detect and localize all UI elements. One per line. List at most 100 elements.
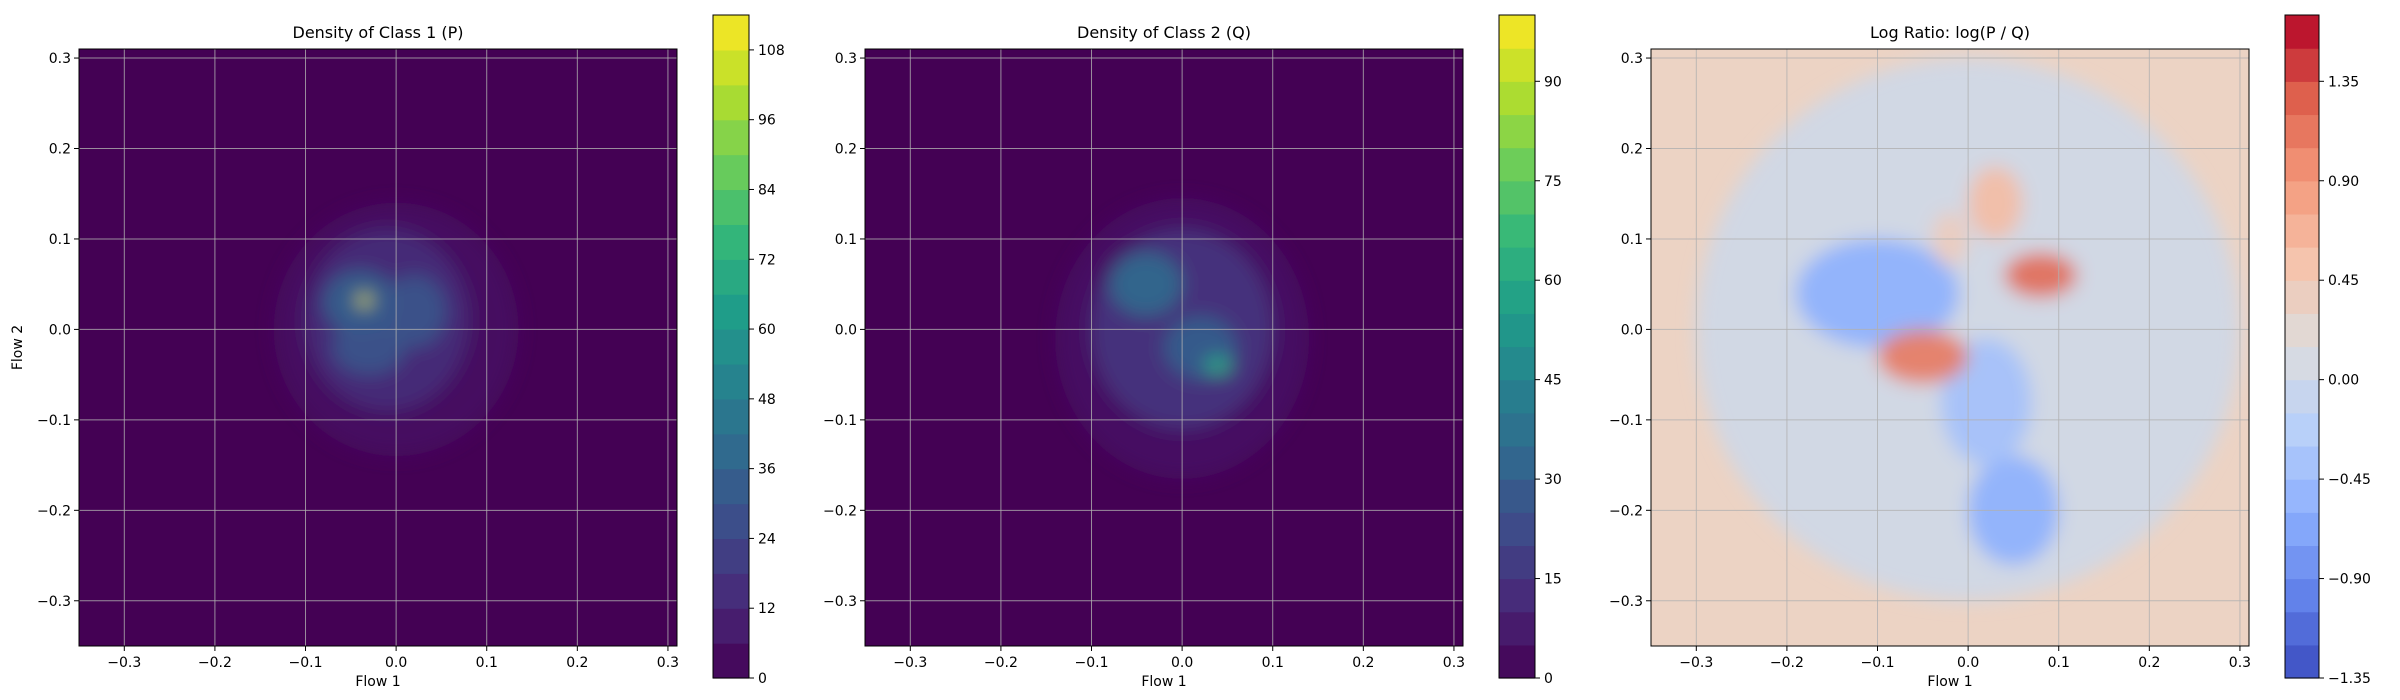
colorbar-band [1499, 346, 1535, 381]
colorbar-tick-label: −0.90 [2328, 572, 2371, 588]
colorbar-band [1499, 180, 1535, 215]
y-tick-label: 0.3 [49, 51, 71, 67]
colorbar-tick-label: 24 [758, 531, 776, 547]
colorbar-band [1499, 313, 1535, 348]
y-tick-label: 0.0 [1621, 322, 1643, 338]
colorbar-tick-label: 0.00 [2328, 373, 2359, 389]
colorbar-band [1499, 611, 1535, 646]
colorbar-tick-label: 75 [1544, 174, 1562, 190]
density-blob-4 [1940, 338, 2032, 466]
y-tick-label: −0.1 [1609, 413, 1643, 429]
x-tick-label: 0.0 [385, 655, 407, 671]
colorbar-band [2285, 445, 2319, 480]
x-tick-label: 0.1 [476, 655, 498, 671]
colorbar-band [2285, 644, 2319, 679]
x-tick-label: −0.3 [893, 655, 927, 671]
colorbar-band [2285, 313, 2319, 348]
colorbar-band [713, 363, 749, 400]
x-axis-label: Flow 1 [355, 674, 400, 690]
colorbar-tick-label: 0 [758, 671, 767, 687]
y-tick-label: 0.2 [49, 142, 71, 158]
chart-title: Log Ratio: log(P / Q) [1870, 23, 2030, 42]
colorbar-tick-label: 60 [1544, 273, 1562, 289]
x-axis-label: Flow 1 [1141, 674, 1186, 690]
colorbar: 0 12 24 36 48 60 72 84 96 108 [712, 14, 785, 687]
y-tick-label: −0.3 [1609, 594, 1643, 610]
colorbar-tick-label: 12 [758, 601, 776, 617]
colorbar-band [1499, 15, 1535, 49]
colorbar-band [1499, 644, 1535, 679]
y-tick-label: 0.1 [835, 232, 857, 248]
x-tick-label: 0.3 [657, 655, 679, 671]
colorbar-band [713, 259, 749, 295]
colorbar-tick-label: 1.35 [2328, 74, 2359, 90]
y-tick-label: 0.0 [49, 322, 71, 338]
grid [1651, 49, 2249, 646]
y-tick-label: 0.2 [1621, 142, 1643, 158]
colorbar-band [1499, 445, 1535, 480]
x-tick-label: 0.0 [1171, 655, 1193, 671]
density-blob-5 [1877, 329, 1969, 384]
x-tick-label: 0.1 [1262, 655, 1284, 671]
y-tick-label: 0.2 [835, 142, 857, 158]
colorbar-band [713, 329, 749, 365]
panel-1: −0.3 −0.2 −0.1 0.0 0.1 0.2 0.3 −0.3 −0.2 −0.1 0.0 0… [10, 14, 785, 690]
colorbar-band [1499, 280, 1535, 314]
colorbar-band [1499, 479, 1535, 513]
colorbar-band [713, 84, 749, 121]
colorbar-band [2285, 15, 2319, 49]
colorbar-band [2285, 578, 2319, 613]
colorbar-band [713, 49, 749, 86]
density-blob-3 [1109, 252, 1183, 316]
y-tick-label: 0.0 [835, 322, 857, 338]
y-tick-label: 0.3 [1621, 51, 1643, 67]
colorbar-tick-label: 36 [758, 462, 776, 478]
colorbar-band [2285, 412, 2319, 447]
colorbar-band [2285, 512, 2319, 546]
colorbar-tick-label: 0.90 [2328, 174, 2359, 190]
colorbar-band [713, 224, 749, 260]
x-tick-label: 0.3 [2229, 655, 2251, 671]
colorbar-band [713, 154, 749, 191]
y-tick-label: −0.2 [823, 503, 857, 519]
grid [79, 49, 677, 646]
grid [865, 49, 1463, 646]
colorbar-band [2285, 545, 2319, 580]
colorbar-tick-label: 108 [758, 43, 785, 59]
colorbar-band [713, 119, 749, 156]
colorbar-band [1499, 48, 1535, 82]
colorbar-band [2285, 611, 2319, 646]
y-tick-label: −0.1 [823, 413, 857, 429]
colorbar-tick-label: 15 [1544, 572, 1562, 588]
y-tick-label: −0.3 [823, 594, 857, 610]
colorbar-band [713, 398, 749, 435]
colorbar-band [713, 433, 749, 470]
panel-2: −0.3 −0.2 −0.1 0.0 0.1 0.2 0.3 −0.3 −0.2 −0.1 0.0 0… [823, 14, 1562, 690]
colorbar-band [2285, 81, 2319, 116]
colorbar-band [713, 294, 749, 330]
x-tick-label: −0.1 [289, 655, 323, 671]
colorbar-tick-label: 0.45 [2328, 273, 2359, 289]
colorbar-band [2285, 180, 2319, 215]
colorbar-band [2285, 213, 2319, 248]
colorbar-band [1499, 512, 1535, 546]
colorbar-frame [1498, 14, 1536, 679]
colorbar-band [713, 538, 749, 574]
y-tick-label: 0.1 [49, 232, 71, 248]
x-tick-label: −0.2 [1770, 655, 1804, 671]
panel-3: −0.3 −0.2 −0.1 0.0 0.1 0.2 0.3−0.3−0.2−0.10.00… [1609, 14, 2371, 690]
colorbar-frame [2284, 14, 2320, 679]
y-tick-label: −0.1 [37, 413, 71, 429]
density-blob-6 [357, 295, 372, 306]
x-axis-label: Flow 1 [1927, 674, 1972, 690]
colorbar-tick-label: 30 [1544, 472, 1562, 488]
density-blob-6 [2004, 252, 2077, 298]
x-tick-label: 0.2 [1352, 655, 1374, 671]
colorbar-band [1499, 147, 1535, 182]
x-tick-label: −0.2 [984, 655, 1018, 671]
x-tick-label: −0.1 [1861, 655, 1895, 671]
colorbar-band [2285, 479, 2319, 513]
x-tick-label: −0.1 [1075, 655, 1109, 671]
colorbar-band [713, 15, 749, 51]
